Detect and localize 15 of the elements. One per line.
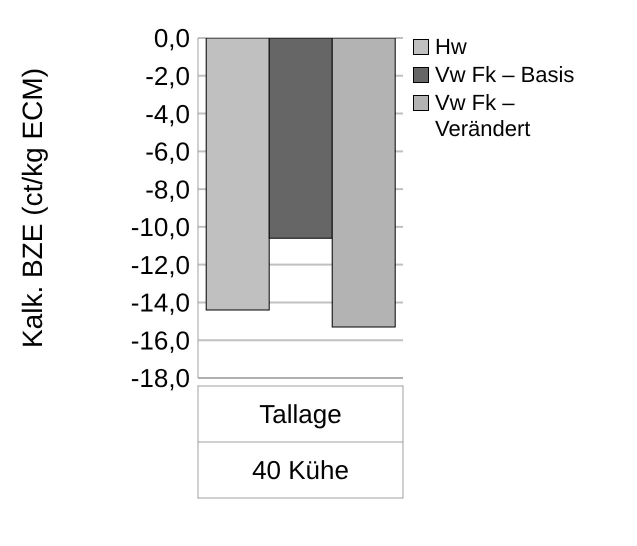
x-tick-label: Tallage 40 Kühe	[252, 399, 349, 485]
y-tick-label: -18,0	[130, 363, 190, 394]
y-tick-label: 0,0	[154, 23, 190, 54]
y-tick-label: -10,0	[130, 212, 190, 242]
y-tick-label: -16,0	[130, 325, 190, 356]
legend-label: Hw	[435, 34, 467, 60]
y-tick-label: -8,0	[145, 174, 190, 204]
y-tick-label: -12,0	[130, 250, 190, 280]
legend-label: Vw Fk – Verändert	[435, 90, 532, 142]
legend-label: Vw Fk – Basis	[435, 62, 574, 88]
y-tick-label: -14,0	[130, 288, 190, 318]
y-axis-title: Kalk. BZE (ct/kg ECM)	[16, 68, 48, 348]
y-tick-label: -6,0	[145, 136, 190, 167]
y-tick-label: -4,0	[145, 98, 190, 129]
y-tick-label: -2,0	[145, 61, 190, 92]
